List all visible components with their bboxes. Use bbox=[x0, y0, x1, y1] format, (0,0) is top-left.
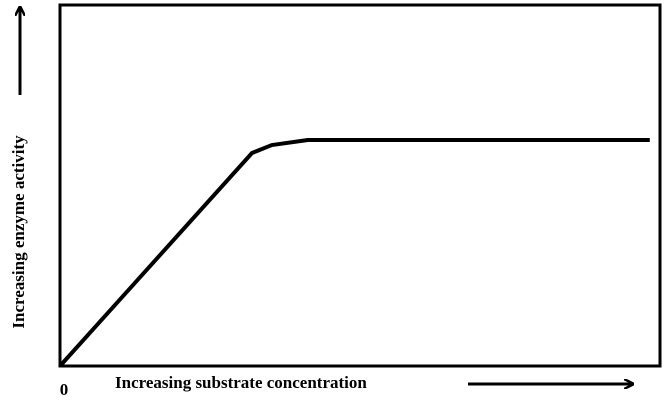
line bbox=[58, 138, 650, 368]
x-tick-label: 0 bbox=[60, 380, 69, 399]
plot-frame bbox=[58, 3, 662, 368]
y-axis-label: Increasing enzyme activity bbox=[9, 135, 28, 329]
x-axis-label: Increasing substrate concentration bbox=[115, 373, 367, 392]
